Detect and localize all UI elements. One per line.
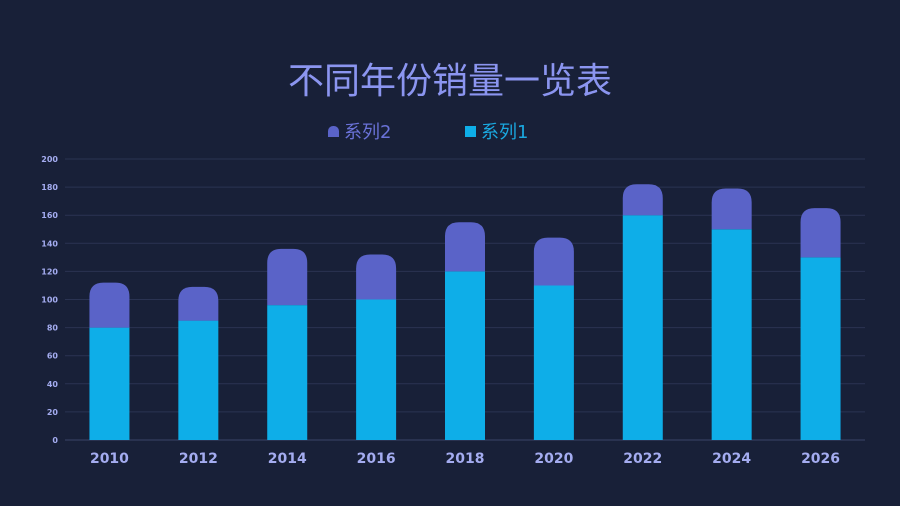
legend-item-series1[interactable]: 系列1 xyxy=(465,118,528,144)
y-tick-label: 120 xyxy=(41,267,58,276)
y-tick-label: 60 xyxy=(47,352,59,361)
legend-label: 系列1 xyxy=(481,122,529,143)
bar-series1-2014[interactable] xyxy=(267,305,308,440)
bar-series1-2026[interactable] xyxy=(800,257,841,440)
legend-label: 系列2 xyxy=(344,122,392,143)
y-tick-label: 180 xyxy=(41,183,58,192)
bar-series1-2012[interactable] xyxy=(178,320,219,440)
x-tick-label: 2020 xyxy=(534,451,573,467)
y-tick-label: 140 xyxy=(41,239,58,248)
bar-series2-2012[interactable] xyxy=(178,286,219,321)
y-tick-label: 20 xyxy=(47,408,59,417)
legend-swatch xyxy=(328,125,339,137)
bar-series1-2016[interactable] xyxy=(356,299,397,441)
bar-series2-2026[interactable] xyxy=(800,208,841,258)
x-tick-label: 2016 xyxy=(357,451,396,467)
bar-series2-2014[interactable] xyxy=(267,248,308,306)
bar-series1-2024[interactable] xyxy=(711,229,752,440)
bar-series2-2020[interactable] xyxy=(533,237,574,286)
bar-series1-2010[interactable] xyxy=(89,327,130,440)
chart-title: 不同年份销量一览表 xyxy=(287,61,612,102)
bar-series1-2020[interactable] xyxy=(533,285,574,440)
y-tick-label: 200 xyxy=(41,155,58,164)
y-tick-label: 100 xyxy=(41,296,58,305)
bar-series2-2010[interactable] xyxy=(89,282,130,328)
y-tick-label: 160 xyxy=(41,211,58,220)
x-tick-label: 2026 xyxy=(801,451,840,467)
y-tick-label: 0 xyxy=(52,436,58,445)
x-tick-label: 2024 xyxy=(712,451,751,467)
x-tick-label: 2022 xyxy=(623,451,662,467)
x-tick-label: 2018 xyxy=(446,451,485,467)
bar-series2-2018[interactable] xyxy=(445,222,485,272)
bar-series2-2022[interactable] xyxy=(622,184,663,216)
bar-series2-2024[interactable] xyxy=(711,188,752,230)
legend-item-series2[interactable]: 系列2 xyxy=(328,118,391,144)
bar-series1-2022[interactable] xyxy=(622,215,663,440)
x-tick-label: 2012 xyxy=(179,451,218,467)
bar-series1-2018[interactable] xyxy=(445,271,485,440)
bar-series2-2016[interactable] xyxy=(356,254,397,300)
legend-swatch xyxy=(465,125,476,137)
x-tick-label: 2010 xyxy=(90,451,129,467)
y-tick-label: 80 xyxy=(47,324,59,333)
y-tick-label: 40 xyxy=(47,380,59,389)
x-tick-label: 2014 xyxy=(268,451,307,467)
